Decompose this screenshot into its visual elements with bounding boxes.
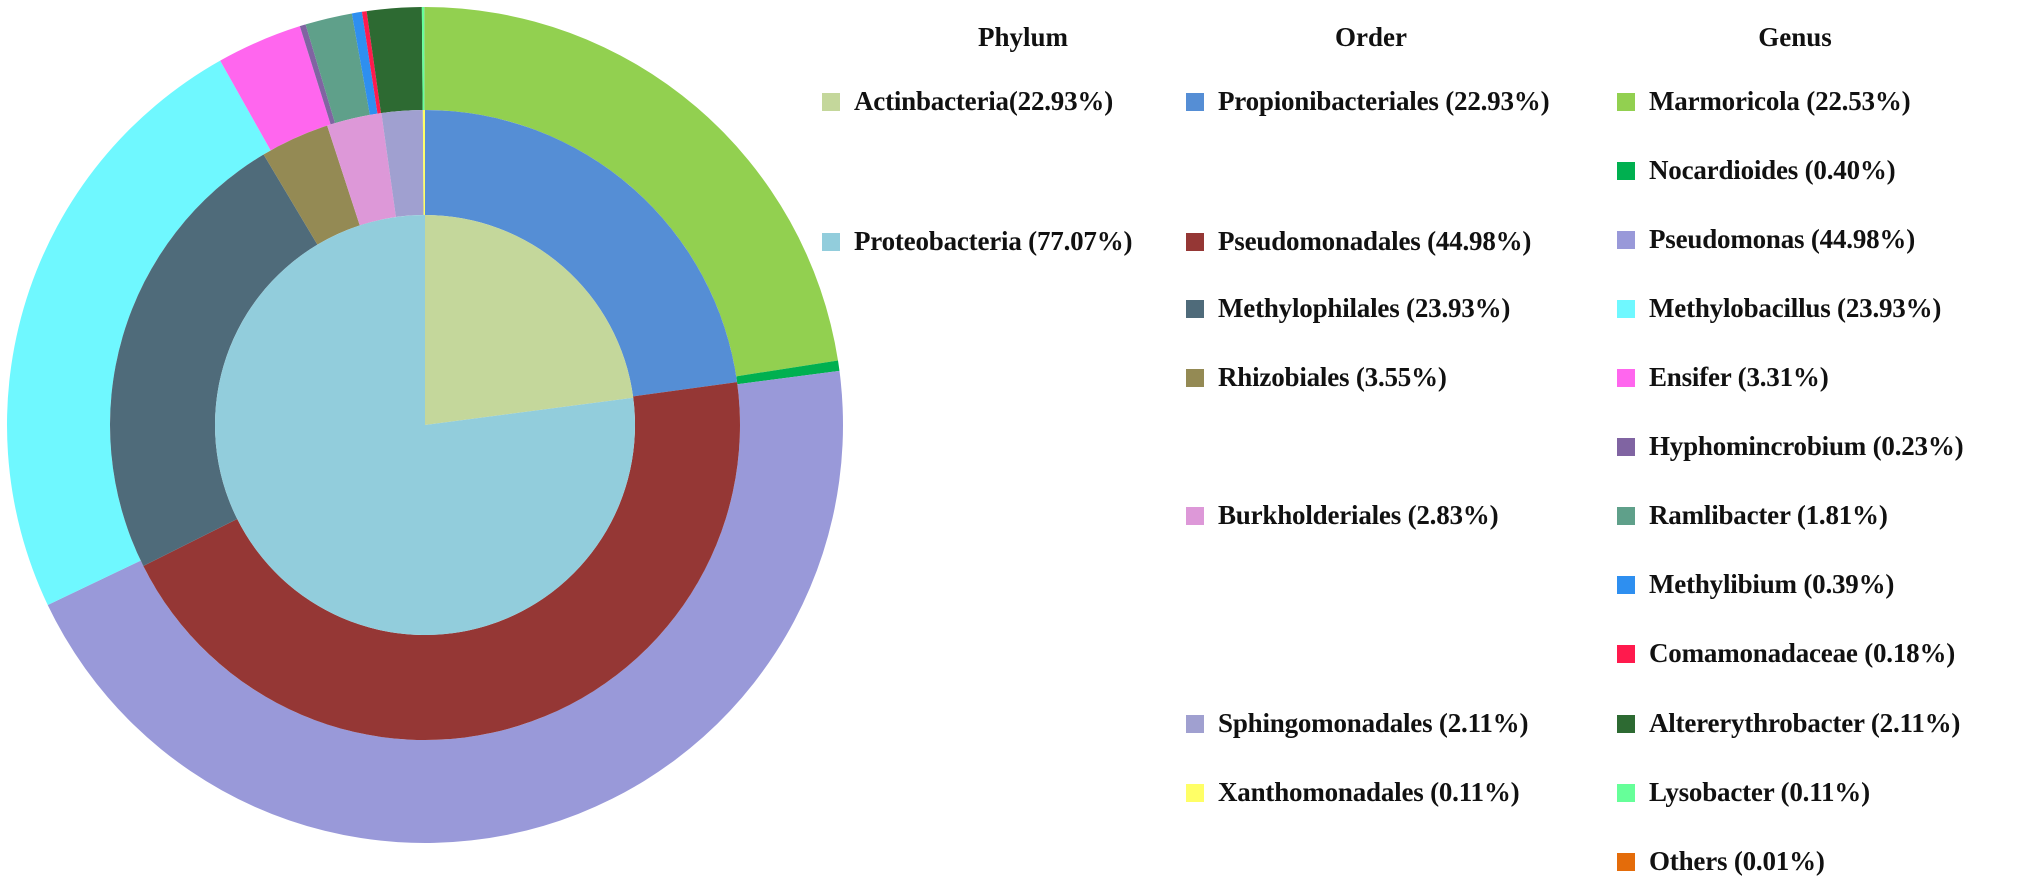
legend-swatch	[822, 232, 840, 251]
legend-item-nocardioides: Nocardioides (0.40%)	[1617, 155, 1896, 186]
slice-genus-lysobacter	[421, 7, 425, 111]
slice-order-methylophilales	[109, 154, 318, 567]
slice-genus-comamonadaceae	[361, 11, 382, 114]
legend-item-marmoricola: Marmoricola (22.53%)	[1617, 86, 1911, 117]
slice-genus-marmoricola	[425, 7, 838, 377]
slice-genus-ramlibacter	[305, 13, 370, 124]
legend-label: Pseudomonadales (44.98%)	[1218, 226, 1532, 256]
nested-donut-chart	[6, 7, 843, 843]
legend-item-altererythrobacter: Altererythrobacter (2.11%)	[1617, 708, 1960, 739]
legend-swatch	[1186, 506, 1204, 525]
legend-item-actinbacteria: Actinbacteria(22.93%)	[822, 86, 1113, 117]
legend-header-phylum: Phylum	[977, 22, 1069, 52]
legend-item-rhizobiales: Rhizobiales (3.55%)	[1186, 362, 1447, 393]
legend-swatch	[1186, 92, 1204, 111]
slice-genus-pseudomonas	[47, 370, 843, 843]
legend-swatch	[1617, 161, 1635, 180]
legend-swatch	[1617, 852, 1635, 871]
slice-genus-methylibium	[351, 11, 378, 115]
legend-label: Lysobacter (0.11%)	[1649, 777, 1870, 807]
legend-label: Ramlibacter (1.81%)	[1649, 500, 1888, 530]
legend-label: Others (0.01%)	[1649, 846, 1825, 876]
legend-swatch	[1617, 575, 1635, 594]
legend-label: Rhizobiales (3.55%)	[1218, 362, 1447, 392]
legend-item-pseudomonadales: Pseudomonadales (44.98%)	[1186, 226, 1531, 257]
legend-item-comamonadaceae: Comamonadaceae (0.18%)	[1617, 638, 1955, 669]
legend-swatch	[1617, 299, 1635, 318]
legend-label: Marmoricola (22.53%)	[1649, 86, 1911, 116]
slice-order-sphingomonadales	[381, 110, 424, 218]
legend-swatch	[1617, 714, 1635, 733]
legend-swatch	[822, 92, 840, 111]
slice-phylum-actinbacteria	[425, 215, 634, 425]
legend-label: Actinbacteria(22.93%)	[854, 86, 1113, 116]
slice-genus-altererythrobacter	[366, 7, 423, 114]
legend-swatch	[1186, 783, 1204, 802]
legend-item-pseudomonas: Pseudomonas (44.98%)	[1617, 224, 1915, 255]
legend-label: Xanthomonadales (0.11%)	[1218, 777, 1520, 807]
legend-label: Pseudomonas (44.98%)	[1649, 224, 1916, 254]
legend-swatch	[1617, 506, 1635, 525]
legend-item-others: Others (0.01%)	[1617, 846, 1825, 877]
legend-item-propionibacteriales: Propionibacteriales (22.93%)	[1186, 86, 1550, 117]
legend-label: Propionibacteriales (22.93%)	[1218, 86, 1550, 116]
legend-item-xanthomonadales: Xanthomonadales (0.11%)	[1186, 777, 1520, 808]
legend-swatch	[1617, 783, 1635, 802]
legend-label: Sphingomonadales (2.11%)	[1218, 708, 1529, 738]
legend-label: Nocardioides (0.40%)	[1649, 155, 1896, 185]
genus-ring	[6, 7, 843, 843]
legend-swatch	[1617, 230, 1635, 249]
legend-item-sphingomonadales: Sphingomonadales (2.11%)	[1186, 708, 1528, 739]
legend-header-order: Order	[1335, 22, 1407, 52]
slice-order-rhizobiales	[263, 125, 360, 245]
legend-label: Methylophilales (23.93%)	[1218, 293, 1511, 323]
legend-label: Proteobacteria (77.07%)	[854, 226, 1133, 256]
slice-order-burkholderiales	[327, 113, 396, 226]
legend-swatch	[1617, 437, 1635, 456]
slice-order-propionibacteriales	[425, 110, 738, 397]
legend-label: Hyphomincrobium (0.23%)	[1649, 431, 1964, 461]
legend-swatch	[1617, 644, 1635, 663]
legend-swatch	[1617, 92, 1635, 111]
legend-swatch	[1186, 368, 1204, 387]
legend-item-burkholderiales: Burkholderiales (2.83%)	[1186, 500, 1499, 531]
slice-genus-methylobacillus	[6, 60, 271, 605]
order-ring	[109, 110, 740, 740]
legend-label: Methylibium (0.39%)	[1649, 569, 1895, 599]
legend-swatch	[1617, 368, 1635, 387]
legend-label: Methylobacillus (23.93%)	[1649, 293, 1942, 323]
legend-item-methylobacillus: Methylobacillus (23.93%)	[1617, 293, 1941, 324]
slice-genus-ensifer	[220, 26, 331, 151]
legend-swatch	[1186, 232, 1204, 251]
legend-item-proteobacteria: Proteobacteria (77.07%)	[822, 226, 1133, 257]
legend-label: Comamonadaceae (0.18%)	[1649, 638, 1956, 668]
slice-genus-hyphomincrobium	[299, 24, 336, 125]
slice-phylum-proteobacteria	[215, 215, 636, 635]
legend-label: Ensifer (3.31%)	[1649, 362, 1829, 392]
slice-order-pseudomonadales	[143, 382, 740, 740]
legend-swatch	[1186, 299, 1204, 318]
legend-item-ramlibacter: Ramlibacter (1.81%)	[1617, 500, 1888, 531]
slice-genus-nocardioides	[736, 360, 840, 385]
legend-item-lysobacter: Lysobacter (0.11%)	[1617, 777, 1870, 808]
legend-item-methylophilales: Methylophilales (23.93%)	[1186, 293, 1510, 324]
legend-item-methylibium: Methylibium (0.39%)	[1617, 569, 1894, 600]
legend-label: Burkholderiales (2.83%)	[1218, 500, 1499, 530]
legend-swatch	[1186, 714, 1204, 733]
legend-item-hyphomincrobium: Hyphomincrobium (0.23%)	[1617, 431, 1964, 462]
phylum-ring	[215, 215, 636, 635]
slice-order-xanthomonadales	[422, 110, 425, 216]
legend-label: Altererythrobacter (2.11%)	[1649, 708, 1961, 738]
legend-item-ensifer: Ensifer (3.31%)	[1617, 362, 1829, 393]
legend-header-genus: Genus	[1758, 22, 1832, 52]
